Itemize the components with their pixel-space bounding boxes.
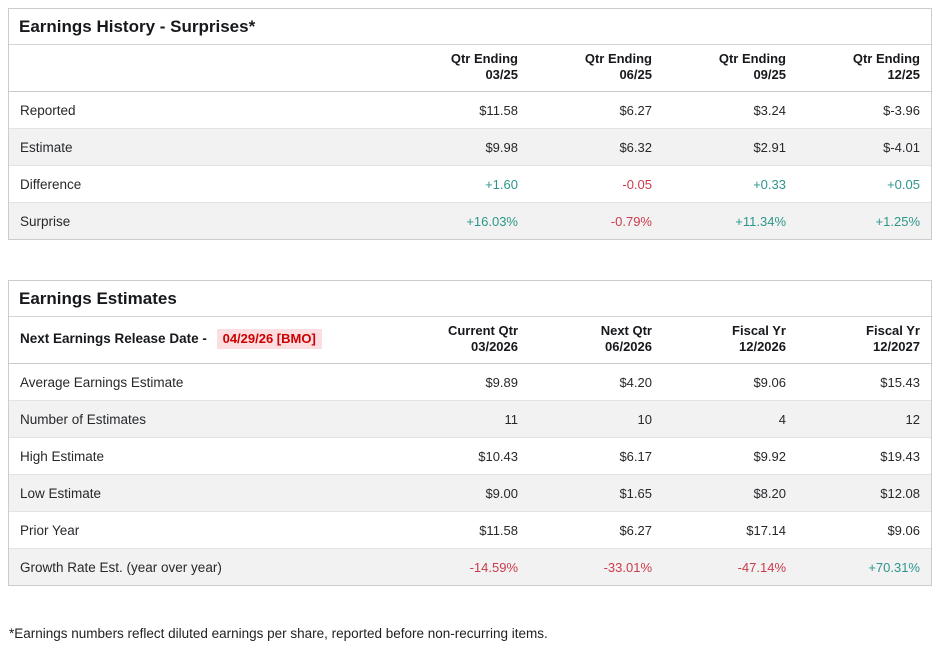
- table-row-high-estimate: High Estimate $10.43 $6.17 $9.92 $19.43: [9, 438, 931, 475]
- release-date-label: Next Earnings Release Date -: [20, 331, 207, 346]
- table-row-average-earnings-estimate: Average Earnings Estimate $9.89 $4.20 $9…: [9, 364, 931, 401]
- value-cell: $9.92: [753, 448, 786, 464]
- table-row-surprise: Surprise +16.03% -0.79% +11.34% +1.25%: [9, 202, 931, 239]
- value-cell: 11: [504, 411, 519, 427]
- value-cell: $3.24: [753, 102, 786, 118]
- value-cell: $6.32: [619, 139, 652, 155]
- value-cell: $9.00: [485, 485, 518, 501]
- column-header-fiscal-yr-2026: Fiscal Yr 12/2026: [663, 317, 797, 364]
- value-cell: -14.59%: [469, 559, 518, 575]
- row-label: Number of Estimates: [20, 411, 147, 427]
- row-label: Average Earnings Estimate: [20, 374, 184, 390]
- table-row-prior-year: Prior Year $11.58 $6.27 $17.14 $9.06: [9, 512, 931, 549]
- value-cell: -0.79%: [610, 213, 652, 229]
- value-cell: $6.17: [619, 448, 652, 464]
- earnings-history-header-row: Qtr Ending 03/25 Qtr Ending 06/25 Qtr En…: [9, 45, 931, 92]
- column-header-qtr-0925: Qtr Ending 09/25: [663, 45, 797, 92]
- value-cell: $17.14: [746, 522, 786, 538]
- column-header-qtr-0325: Qtr Ending 03/25: [395, 45, 529, 92]
- value-cell: +0.05: [887, 176, 920, 192]
- value-cell: $12.08: [880, 485, 920, 501]
- value-cell: +0.33: [753, 176, 786, 192]
- value-cell: +11.34%: [735, 213, 786, 229]
- row-label: Prior Year: [20, 522, 80, 538]
- column-header-next-qtr: Next Qtr 06/2026: [529, 317, 663, 364]
- earnings-footnote: *Earnings numbers reflect diluted earnin…: [9, 626, 548, 641]
- column-header-current-qtr: Current Qtr 03/2026: [395, 317, 529, 364]
- earnings-estimates-table: Next Earnings Release Date - 04/29/26 [B…: [9, 317, 931, 585]
- value-cell: $11.58: [479, 102, 518, 118]
- release-date-badge: 04/29/26 [BMO]: [216, 329, 322, 349]
- earnings-history-table: Qtr Ending 03/25 Qtr Ending 06/25 Qtr En…: [9, 45, 931, 239]
- table-row-difference: Difference +1.60 -0.05 +0.33 +0.05: [9, 166, 931, 203]
- row-label: Surprise: [20, 213, 71, 229]
- value-cell: $6.27: [619, 102, 652, 118]
- value-cell: +16.03%: [466, 213, 518, 229]
- value-cell: $15.43: [880, 374, 920, 390]
- next-earnings-release: Next Earnings Release Date - 04/29/26 [B…: [9, 317, 395, 364]
- row-label: Estimate: [20, 139, 73, 155]
- table-row-estimate: Estimate $9.98 $6.32 $2.91 $-4.01: [9, 128, 931, 166]
- value-cell: $19.43: [880, 448, 920, 464]
- column-header-qtr-0625: Qtr Ending 06/25: [529, 45, 663, 92]
- value-cell: $4.20: [619, 374, 652, 390]
- value-cell: $8.20: [753, 485, 786, 501]
- value-cell: $9.98: [485, 139, 518, 155]
- table-row-number-of-estimates: Number of Estimates 11 10 4 12: [9, 400, 931, 438]
- value-cell: 4: [778, 411, 786, 427]
- value-cell: $9.06: [887, 522, 920, 538]
- header-spacer: [9, 45, 395, 92]
- earnings-history-title: Earnings History - Surprises*: [9, 9, 931, 45]
- row-label: Low Estimate: [20, 485, 102, 501]
- earnings-estimates-card: Earnings Estimates Next Earnings Release…: [8, 280, 932, 586]
- value-cell: $-4.01: [883, 139, 920, 155]
- value-cell: -0.05: [622, 176, 652, 192]
- value-cell: +70.31%: [868, 559, 920, 575]
- earnings-estimates-header-row: Next Earnings Release Date - 04/29/26 [B…: [9, 317, 931, 364]
- value-cell: $11.58: [479, 522, 518, 538]
- row-label: High Estimate: [20, 448, 105, 464]
- value-cell: $9.89: [485, 374, 518, 390]
- value-cell: +1.60: [485, 176, 518, 192]
- table-row-reported: Reported $11.58 $6.27 $3.24 $-3.96: [9, 92, 931, 129]
- value-cell: 10: [637, 411, 652, 427]
- value-cell: +1.25%: [875, 213, 920, 229]
- value-cell: $1.65: [619, 485, 652, 501]
- row-label: Difference: [20, 176, 82, 192]
- value-cell: -33.01%: [603, 559, 652, 575]
- value-cell: $2.91: [753, 139, 786, 155]
- table-row-growth-rate-est: Growth Rate Est. (year over year) -14.59…: [9, 548, 931, 585]
- value-cell: $6.27: [619, 522, 652, 538]
- earnings-estimates-title: Earnings Estimates: [9, 281, 931, 317]
- column-header-fiscal-yr-2027: Fiscal Yr 12/2027: [797, 317, 931, 364]
- value-cell: $10.43: [478, 448, 518, 464]
- value-cell: $9.06: [753, 374, 786, 390]
- row-label: Growth Rate Est. (year over year): [20, 559, 222, 575]
- value-cell: $-3.96: [883, 102, 920, 118]
- table-row-low-estimate: Low Estimate $9.00 $1.65 $8.20 $12.08: [9, 474, 931, 512]
- earnings-history-card: Earnings History - Surprises* Qtr Ending…: [8, 8, 932, 240]
- row-label: Reported: [20, 102, 76, 118]
- value-cell: 12: [905, 411, 920, 427]
- value-cell: -47.14%: [737, 559, 786, 575]
- column-header-qtr-1225: Qtr Ending 12/25: [797, 45, 931, 92]
